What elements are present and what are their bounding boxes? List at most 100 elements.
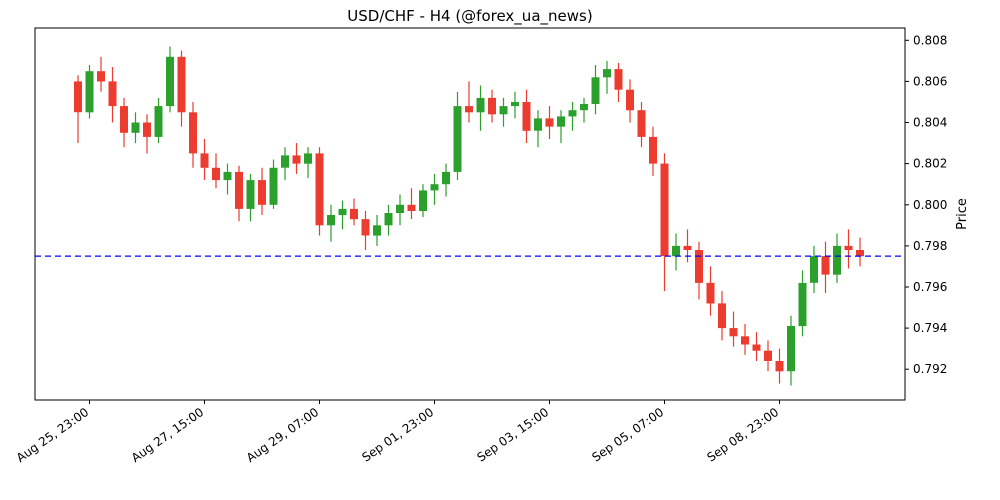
y-tick-label: 0.802: [913, 157, 947, 171]
candle-body: [258, 180, 266, 205]
candle: [591, 65, 600, 115]
candle-body: [97, 71, 105, 82]
candle-body: [672, 245, 680, 257]
candle: [729, 311, 738, 347]
candle: [545, 106, 554, 139]
candle-body: [522, 102, 531, 131]
candle: [856, 237, 864, 267]
candle-body: [787, 326, 795, 372]
candle: [120, 97, 128, 148]
candle-body: [419, 190, 427, 211]
candle-body: [166, 56, 174, 107]
y-tick-label: 0.796: [913, 280, 947, 294]
candle: [672, 233, 680, 271]
candle: [821, 241, 830, 294]
x-tick-label: Aug 25, 23:00: [14, 405, 91, 465]
candle: [361, 210, 370, 250]
candle: [223, 163, 232, 195]
candle-body: [637, 110, 646, 137]
candle-body: [695, 250, 703, 283]
candle: [557, 110, 565, 144]
candle-body: [844, 245, 853, 250]
candle-body: [223, 171, 232, 181]
candle-body: [752, 344, 761, 351]
candle-body: [614, 69, 623, 90]
candle-body: [315, 153, 324, 226]
candle-body: [718, 303, 726, 329]
candle-body: [568, 110, 577, 117]
candle: [407, 188, 416, 220]
candle: [304, 147, 312, 178]
candle: [97, 56, 105, 92]
candle: [660, 153, 669, 292]
candle: [603, 60, 611, 94]
candle: [350, 198, 358, 226]
candle-body: [488, 97, 496, 115]
candle-body: [396, 204, 404, 213]
candle-body: [833, 245, 841, 275]
candle: [74, 75, 82, 144]
candle: [166, 46, 174, 113]
candle-body: [131, 122, 140, 133]
chart-title: USD/CHF - H4 (@forex_ua_news): [347, 7, 593, 25]
candle: [258, 167, 266, 215]
candle-body: [603, 69, 611, 78]
candle: [534, 110, 542, 148]
candle: [775, 348, 784, 384]
candle-body: [683, 245, 692, 250]
candle-body: [442, 171, 450, 185]
candle-body: [189, 112, 197, 154]
y-tick-label: 0.806: [913, 74, 947, 88]
candle: [844, 229, 853, 269]
candle: [419, 184, 427, 218]
candle: [442, 163, 450, 197]
candle-body: [143, 122, 151, 137]
candle: [235, 165, 243, 222]
candle: [85, 65, 94, 119]
candle-body: [269, 167, 278, 205]
candle-body: [304, 153, 312, 164]
candle-body: [511, 102, 519, 107]
candle: [511, 91, 519, 119]
candle-body: [534, 118, 542, 131]
candle: [131, 112, 140, 144]
candle-body: [626, 89, 634, 111]
plot-frame: [34, 27, 906, 401]
candle-body: [350, 208, 358, 220]
candle: [373, 215, 381, 246]
candle-body: [798, 282, 807, 327]
candle: [706, 266, 715, 316]
candle-body: [580, 104, 588, 111]
candle: [764, 340, 772, 372]
candle-body: [856, 250, 864, 257]
y-tick-label: 0.800: [913, 198, 947, 212]
candle: [177, 50, 186, 127]
candle: [292, 143, 301, 174]
candle: [488, 89, 496, 123]
candle: [499, 97, 508, 127]
candle: [568, 102, 577, 131]
candle-body: [453, 106, 462, 172]
candle-body: [706, 282, 715, 304]
y-tick-label: 0.808: [913, 33, 947, 47]
candle-body: [154, 106, 163, 137]
candle-body: [810, 256, 818, 283]
candle: [522, 89, 531, 144]
candle: [396, 194, 404, 226]
candle: [281, 147, 289, 181]
candle-body: [729, 328, 738, 337]
candle: [798, 270, 807, 337]
candle-body: [465, 106, 473, 113]
candle-body: [246, 180, 255, 209]
candle: [108, 67, 117, 123]
candle: [465, 81, 473, 123]
candle: [787, 315, 795, 386]
candle-body: [557, 116, 565, 127]
candle-body: [108, 81, 117, 107]
y-axis-title: Price: [955, 198, 970, 230]
candle: [637, 102, 646, 148]
candle: [154, 97, 163, 144]
candle: [649, 126, 657, 176]
